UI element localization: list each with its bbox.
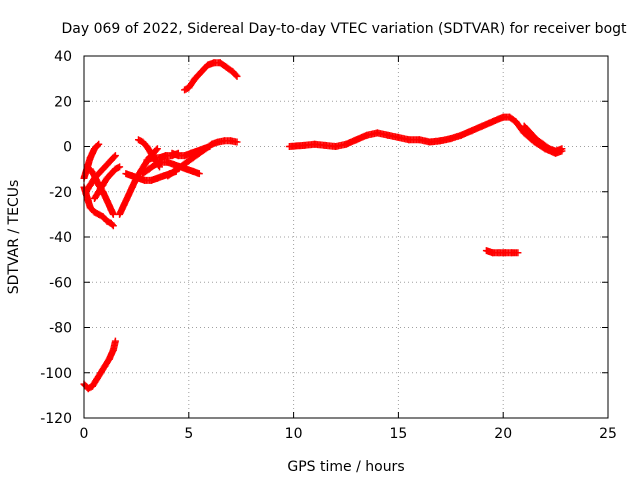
series-arc13 [181, 59, 241, 94]
data-point [206, 143, 214, 150]
y-tick-label: -40 [49, 230, 72, 246]
y-tick-label: -20 [49, 185, 72, 201]
series-arc9 [139, 158, 203, 178]
y-tick-labels: 40 20 0 -20 -40 -60 -80 -100 -120 [40, 49, 72, 427]
data-point [109, 222, 117, 230]
plot-frame [83, 55, 609, 419]
axis-ticks [83, 55, 609, 419]
data-point [195, 170, 203, 178]
data-points [80, 59, 566, 393]
data-point [233, 138, 241, 146]
y-tick-label: 0 [63, 140, 72, 156]
x-tick-label: 5 [184, 426, 193, 442]
series-arc16 [520, 122, 566, 155]
data-point [514, 249, 522, 257]
series-arc12 [168, 143, 214, 160]
data-point [110, 153, 118, 161]
x-tick-label: 25 [599, 426, 617, 442]
data-point [233, 72, 241, 80]
data-point [108, 221, 116, 229]
y-tick-label: 40 [54, 49, 72, 65]
x-tick-label: 20 [494, 426, 512, 442]
data-point [558, 145, 566, 153]
data-point [95, 140, 103, 148]
series-arc2 [80, 183, 117, 230]
chart-title: Day 069 of 2022, Sidereal Day-to-day VTE… [61, 21, 627, 37]
grid [84, 56, 608, 418]
series-arc5 [91, 163, 124, 202]
y-axis-label: SDTVAR / TECUs [6, 180, 22, 295]
x-axis-label: GPS time / hours [287, 459, 404, 475]
x-tick-label: 10 [285, 426, 303, 442]
x-tick-label: 15 [389, 426, 407, 442]
x-tick-labels: 0 5 10 15 20 25 [80, 426, 617, 442]
data-point [152, 146, 160, 154]
data-point [111, 152, 119, 160]
data-point [153, 145, 161, 153]
data-point [116, 163, 124, 171]
series-arc4 [86, 165, 117, 218]
series-arc17 [482, 247, 522, 257]
y-tick-label: -60 [49, 275, 72, 291]
y-tick-label: -120 [40, 411, 72, 427]
data-point [232, 71, 240, 79]
x-tick-label: 0 [80, 426, 89, 442]
y-tick-label: -80 [49, 321, 72, 337]
series-arc14 [80, 337, 119, 393]
y-tick-label: 20 [54, 94, 72, 110]
data-point [111, 337, 119, 345]
y-tick-label: -100 [40, 366, 72, 382]
series-arc15 [285, 113, 566, 157]
data-point [109, 210, 117, 218]
data-point [94, 141, 102, 149]
